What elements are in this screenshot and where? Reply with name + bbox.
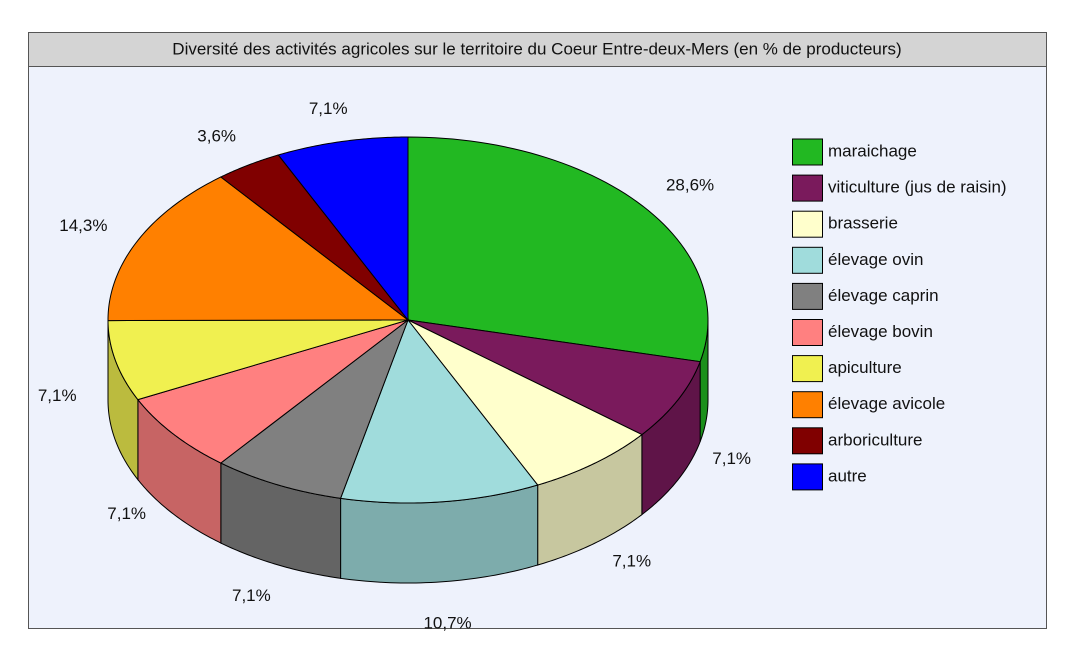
title-bar [28, 32, 1047, 67]
legend-label: arboriculture [828, 430, 923, 449]
legend-label: élevage avicole [828, 394, 945, 413]
slice [219, 154, 409, 321]
slice [107, 176, 410, 322]
data-label: 10,7% [423, 614, 471, 633]
data-label: 7,1% [712, 449, 751, 468]
slice [339, 318, 539, 504]
legend-swatch [792, 391, 823, 419]
legend-swatch [792, 174, 823, 202]
legend-swatch [792, 319, 823, 346]
slice [407, 319, 643, 486]
legend-label: élevage caprin [828, 286, 939, 305]
slice [277, 136, 409, 322]
legend-swatch [792, 138, 823, 166]
chart-title: Diversité des activités agricoles sur le… [172, 39, 901, 58]
legend-label: élevage ovin [828, 250, 923, 269]
data-label: 7,1% [612, 551, 651, 570]
data-label: 28,6% [666, 175, 714, 194]
data-label: 7,1% [232, 586, 271, 605]
legend-swatch [792, 210, 823, 238]
legend-label: autre [828, 466, 867, 485]
slice [407, 319, 701, 436]
slice [137, 319, 409, 464]
slice [219, 318, 410, 499]
legend-swatch [792, 355, 823, 383]
legend-swatch [792, 463, 823, 491]
data-label: 7,1% [107, 504, 146, 523]
legend-label: viticulture (jus de raisin) [828, 178, 1007, 197]
slice [107, 319, 409, 401]
legend-label: brasserie [828, 214, 898, 233]
data-label: 7,1% [38, 386, 77, 405]
slice [407, 136, 709, 363]
legend-label: élevage bovin [828, 322, 933, 341]
data-label: 3,6% [197, 127, 236, 146]
data-label: 14,3% [59, 216, 107, 235]
legend-label: apiculture [828, 358, 902, 377]
data-label: 7,1% [309, 99, 348, 118]
legend-swatch [792, 282, 823, 310]
legend-swatch [792, 246, 823, 274]
legend-swatch [792, 427, 823, 455]
legend-label: maraichage [828, 141, 917, 160]
